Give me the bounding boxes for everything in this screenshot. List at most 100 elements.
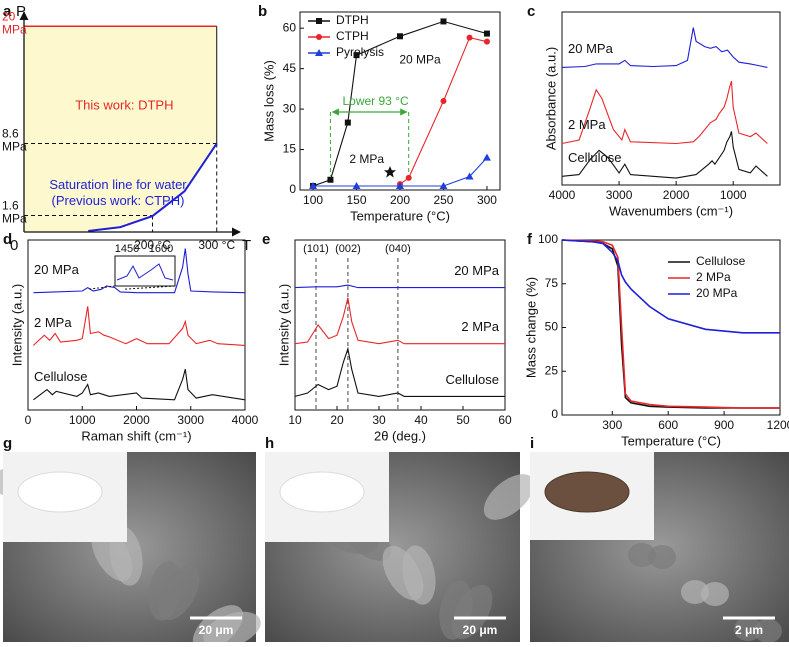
panel-letter: f [527,231,533,248]
panel-letter: c [527,3,535,20]
x-tick-label: 10 [288,413,302,427]
x-tick-label: 2000 [123,413,150,427]
sem-texture [382,545,424,601]
sem-texture [681,580,709,604]
y-tick-label: 20 MPa [2,9,27,36]
series-line [561,131,768,179]
y-axis-label: Intensity (a.u.) [276,284,291,366]
series-line [33,248,246,294]
panel-letter: h [265,435,274,452]
sem-texture [734,617,762,641]
marker [439,181,448,189]
plot-frame [561,239,781,416]
series-label: Cellulose [34,369,87,384]
sem-texture [628,543,656,567]
legend-marker [315,49,323,56]
series-line [294,297,505,345]
sample-powder [279,471,365,513]
y-tick-label: 45 [283,61,297,75]
marker [466,34,473,41]
x-tick-label: 300 [477,193,497,207]
series-label: 20 MPa [568,41,614,56]
x-tick-label: 0 [25,413,32,427]
x-tick-label: 600 [658,418,678,432]
x-tick-label: 250 [433,193,453,207]
series-line [561,27,768,68]
marker [405,174,412,181]
y-tick-label: 100 [538,232,558,246]
scale-bar-label: 20 μm [199,623,234,637]
series-label: 20 MPa [34,262,80,277]
series-label: Cellulose [446,372,499,387]
series-line [561,239,780,334]
series-line [561,81,768,145]
legend-label: Cellulose [696,254,746,268]
x-axis-label: Raman shift (cm⁻¹) [81,428,191,443]
x-tick-label: 900 [714,418,734,432]
sem-texture [148,561,182,621]
plot-frame [561,11,781,186]
series-label: Saturation line for water [49,177,187,192]
x-tick-label: 20 [330,413,344,427]
marker [309,181,318,189]
series-line [294,284,505,289]
inset-curve [116,263,174,281]
marker [440,98,447,104]
x-tick-label: 1000 [69,413,96,427]
y-axis-label: Absorbance (a.u.) [543,47,558,150]
y-axis-label: Intensity (a.u.) [9,284,24,366]
marker [327,176,334,183]
x-tick-label: 300 [602,418,622,432]
marker [440,18,447,25]
x-tick-label: 100 [303,193,323,207]
series-line [294,346,505,397]
scale-bar-label: 20 μm [463,623,498,637]
y-tick-label: 60 [283,20,297,34]
arrow-label: Lower 93 °C [342,94,408,108]
inset-label: 1450 [115,243,139,255]
legend-marker [316,18,322,24]
x-tick-label: 150 [347,193,367,207]
marker [353,52,360,59]
marker [344,119,351,126]
panel-letter: g [3,435,12,452]
y-axis-label: Mass change (%) [523,277,538,378]
panel-letter: d [3,231,12,248]
series-line [33,369,246,401]
y-tick-label: 25 [545,363,559,377]
reference-label: (002) [335,243,361,255]
plot-frame [294,239,506,411]
x-tick-label: 50 [456,413,470,427]
series-line [88,143,218,232]
y-tick-label: 0 [289,182,296,196]
y-axis-label: P [16,3,26,20]
panel-letter: e [262,231,270,248]
panel-letter: a [3,3,12,20]
series-line [313,157,488,187]
legend-marker [316,34,322,40]
annotation: This work: DTPH [75,97,173,112]
inset-label: 1600 [149,243,173,255]
x-axis-label: Temperature (°C) [621,433,721,448]
series-line [561,239,780,409]
y-tick-label: 1.6 MPa [2,199,27,226]
legend-label: Pyrolysis [336,45,384,59]
series-label: 2 MPa [34,315,72,330]
legend-label: CTPH [336,29,369,43]
x-axis-label: T [242,237,251,254]
scale-bar-label: 2 μm [735,623,763,637]
y-tick-label: 8.6 MPa [2,127,27,154]
x-axis-label: 2θ (deg.) [374,428,426,443]
marker [396,181,404,189]
x-tick-label: 200 [390,193,410,207]
series-label: 2 MPa [568,117,606,132]
sample-powder [17,471,103,513]
reference-label: (101) [303,243,329,255]
y-axis-label: Mass loss (%) [261,60,276,142]
legend-label: 20 MPa [696,286,738,300]
x-tick-label: 4000 [232,413,259,427]
x-tick-label: 30 [372,413,386,427]
x-tick-label: 300 °C [198,238,235,252]
